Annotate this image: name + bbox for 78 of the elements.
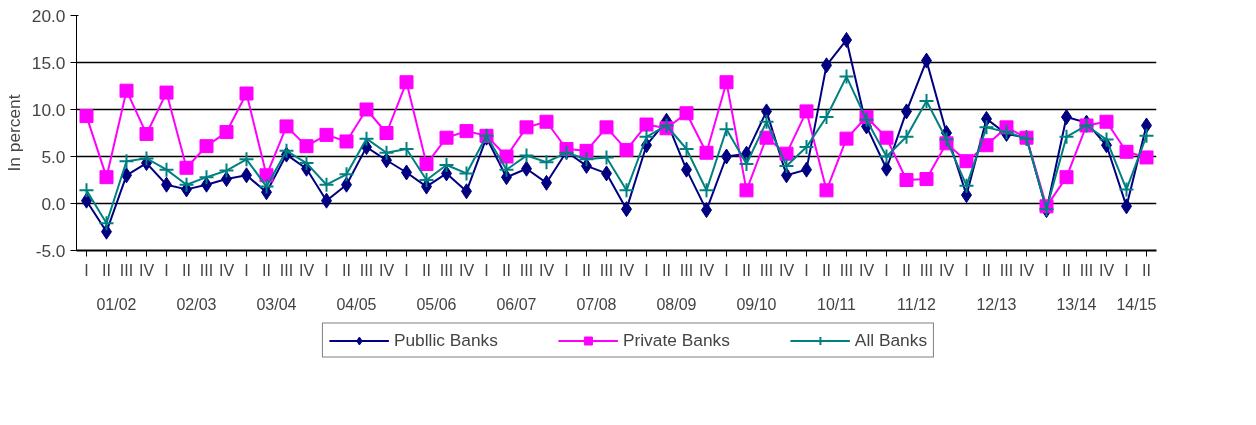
x-tick-label: II — [822, 261, 831, 279]
x-tick-label: I — [1124, 261, 1129, 279]
text: 04/05 — [336, 295, 377, 313]
x-tick-label: III — [359, 261, 374, 279]
x-tick-label: III — [999, 261, 1014, 279]
text: 10/11 — [817, 295, 857, 313]
x-tick-label: IV — [778, 261, 795, 279]
x-tick-label: IV — [298, 261, 315, 279]
text: 09/10 — [736, 295, 777, 313]
x-tick-label: III — [439, 261, 454, 279]
text: 08/09 — [656, 295, 697, 313]
x-tick-label: IV — [938, 261, 955, 279]
x-tick-label: I — [804, 261, 809, 279]
y-tick-label: -5.0 — [35, 240, 66, 261]
x-tick-label: III — [679, 261, 694, 279]
x-tick-label: II — [182, 261, 191, 279]
x-tick-label: I — [884, 261, 889, 279]
text: 07/08 — [576, 295, 617, 313]
x-tick-label: II — [1142, 261, 1151, 279]
x-tick-label: III — [119, 261, 134, 279]
x-tick-label: II — [502, 261, 511, 279]
y-tick-label: 10.0 — [31, 99, 66, 120]
x-tick-label: IV — [218, 261, 235, 279]
y-tick-label: 5.0 — [41, 146, 66, 167]
x-tick-label: III — [519, 261, 534, 279]
x-tick-label: III — [919, 261, 934, 279]
text: 03/04 — [256, 295, 297, 313]
x-tick-label: I — [164, 261, 169, 279]
x-tick-label: II — [902, 261, 911, 279]
text: 11/12 — [897, 295, 937, 313]
legend-label: Private Banks — [622, 329, 730, 351]
x-tick-label: IV — [1098, 261, 1115, 279]
y-tick-label: 20.0 — [31, 5, 66, 26]
y-tick-label: 15.0 — [31, 52, 66, 73]
x-tick-label: II — [742, 261, 751, 279]
x-tick-label: II — [982, 261, 991, 279]
x-tick-label: III — [759, 261, 774, 279]
x-tick-label: IV — [378, 261, 395, 279]
x-tick-label: IV — [858, 261, 875, 279]
x-tick-label: I — [484, 261, 489, 279]
x-tick-label: I — [564, 261, 569, 279]
x-tick-label: I — [84, 261, 89, 279]
x-tick-label: II — [262, 261, 271, 279]
text: 13/14 — [1056, 295, 1097, 313]
x-tick-label: I — [1044, 261, 1049, 279]
y-axis-title: In percent — [3, 94, 24, 172]
x-tick-label: II — [662, 261, 671, 279]
x-tick-label: III — [279, 261, 294, 279]
x-tick-label: IV — [458, 261, 475, 279]
x-tick-label: III — [599, 261, 614, 279]
text: 05/06 — [416, 295, 457, 313]
x-tick-label: II — [102, 261, 111, 279]
legend-label: All Banks — [854, 329, 928, 351]
text: 01/02 — [96, 295, 137, 313]
x-tick-label: I — [324, 261, 329, 279]
legend-label: Publlic Banks — [393, 329, 498, 351]
x-tick-label: III — [1079, 261, 1094, 279]
x-tick-label: II — [422, 261, 431, 279]
x-tick-label: I — [644, 261, 649, 279]
x-tick-label: II — [582, 261, 591, 279]
x-tick-label: IV — [698, 261, 715, 279]
x-tick-label: IV — [138, 261, 155, 279]
x-tick-label: I — [404, 261, 409, 279]
x-tick-label: IV — [538, 261, 555, 279]
x-tick-label: III — [199, 261, 214, 279]
text: 02/03 — [176, 295, 217, 313]
text: 06/07 — [496, 295, 537, 313]
text: 12/13 — [976, 295, 1017, 313]
x-tick-label: IV — [1018, 261, 1035, 279]
x-tick-label: II — [342, 261, 351, 279]
x-tick-label: III — [839, 261, 854, 279]
x-tick-label: II — [1062, 261, 1071, 279]
y-tick-label: 0.0 — [41, 193, 66, 214]
x-tick-label: I — [964, 261, 969, 279]
text: 14/15 — [1116, 295, 1157, 313]
x-tick-label: I — [724, 261, 729, 279]
x-tick-label: IV — [618, 261, 635, 279]
x-tick-label: I — [244, 261, 249, 279]
